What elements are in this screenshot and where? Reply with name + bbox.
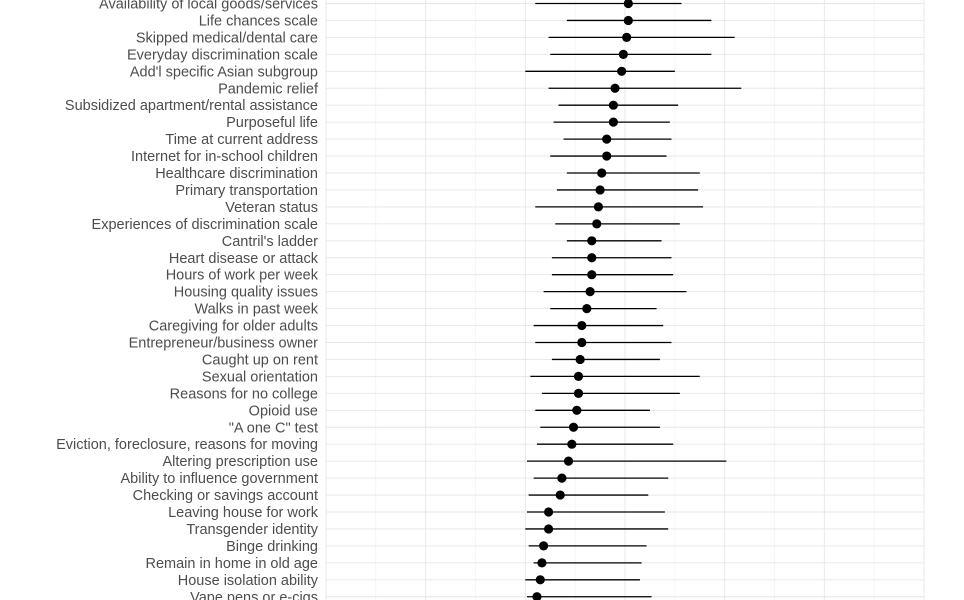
point-estimate	[602, 151, 612, 161]
y-tick-label: Housing quality issues	[174, 285, 318, 301]
y-tick-label: Checking or savings account	[133, 488, 318, 504]
point-estimate	[623, 15, 633, 26]
point-estimate	[587, 253, 597, 263]
y-tick-label: Altering prescription use	[162, 454, 318, 470]
point-estimates	[532, 0, 633, 600]
y-tick-label: Time at current address	[165, 132, 318, 148]
y-tick-label: Caught up on rent	[202, 352, 318, 368]
point-estimate	[575, 354, 585, 365]
y-tick-label: Subsidized apartment/rental assistance	[65, 98, 318, 114]
y-tick-label: Availability of local goods/services	[99, 0, 318, 13]
y-tick-label: Entrepreneur/business owner	[129, 336, 319, 352]
y-tick-label: Skipped medical/dental care	[136, 30, 318, 46]
y-tick-label: "A one C" test	[229, 420, 318, 436]
y-tick-label: Leaving house for work	[168, 505, 319, 521]
point-estimate	[532, 592, 542, 600]
y-tick-label: Sexual orientation	[202, 369, 318, 385]
point-estimate	[622, 32, 632, 43]
y-tick-label: Ability to influence government	[121, 471, 318, 487]
y-tick-label: Eviction, foreclosure, reasons for movin…	[56, 437, 318, 453]
point-estimate	[539, 541, 549, 551]
y-tick-label: Healthcare discrimination	[155, 166, 318, 182]
point-estimate	[537, 558, 547, 568]
point-estimate	[568, 422, 579, 432]
y-tick-label: Internet for in-school children	[131, 149, 318, 165]
point-estimate	[623, 0, 633, 9]
point-estimate	[557, 473, 567, 483]
y-tick-label: Primary transportation	[175, 183, 318, 199]
y-tick-label: Vape pens or e-cigs	[190, 590, 318, 600]
point-estimate	[555, 490, 565, 500]
point-estimate	[602, 134, 612, 144]
y-tick-label: Transgender identity	[186, 522, 318, 538]
y-tick-label: Add'l specific Asian subgroup	[130, 64, 318, 80]
grid-minor	[375, 0, 875, 600]
y-tick-label: House isolation ability	[178, 573, 319, 589]
point-estimate	[592, 219, 602, 229]
point-estimate	[585, 287, 595, 297]
point-estimate	[563, 456, 574, 466]
y-tick-label: Heart disease or attack	[169, 251, 319, 267]
y-tick-label: Hours of work per week	[166, 268, 319, 284]
point-estimate	[577, 337, 587, 348]
point-estimate	[573, 388, 584, 398]
point-estimate	[595, 185, 605, 195]
point-estimate	[617, 66, 627, 76]
y-tick-label: Binge drinking	[226, 539, 318, 555]
y-tick-label: Walks in past week	[194, 302, 318, 318]
point-estimate	[587, 236, 597, 246]
point-estimate	[608, 100, 618, 110]
point-estimate	[593, 202, 604, 212]
y-tick-labels: Availability of local goods/servicesLife…	[56, 0, 319, 600]
y-tick-label: Reasons for no college	[170, 386, 318, 402]
point-estimate	[572, 405, 582, 415]
point-estimate	[535, 575, 545, 585]
y-tick-label: Veteran status	[225, 200, 318, 216]
point-estimate	[608, 117, 618, 127]
y-tick-label: Cantril's ladder	[222, 234, 318, 250]
y-tick-label: Opioid use	[249, 403, 318, 419]
y-tick-label: Pandemic relief	[218, 81, 319, 97]
y-tick-label: Purposeful life	[226, 115, 318, 131]
point-estimate	[577, 320, 587, 331]
y-tick-label: Experiences of discrimination scale	[92, 217, 318, 233]
point-estimate	[618, 49, 628, 59]
point-estimate	[543, 507, 554, 517]
point-estimate	[582, 304, 592, 314]
y-tick-label: Caregiving for older adults	[149, 319, 318, 335]
y-tick-label: Everyday discrimination scale	[127, 47, 318, 63]
point-estimate	[587, 270, 597, 280]
point-estimate	[597, 168, 607, 178]
point-estimate	[543, 524, 554, 534]
y-tick-label: Life chances scale	[199, 13, 318, 29]
point-estimate	[573, 371, 584, 381]
grid-major	[325, 0, 925, 600]
y-tick-label: Remain in home in old age	[146, 556, 319, 572]
point-estimate	[610, 83, 620, 93]
point-estimate	[567, 439, 577, 449]
confidence-intervals	[525, 2, 742, 598]
